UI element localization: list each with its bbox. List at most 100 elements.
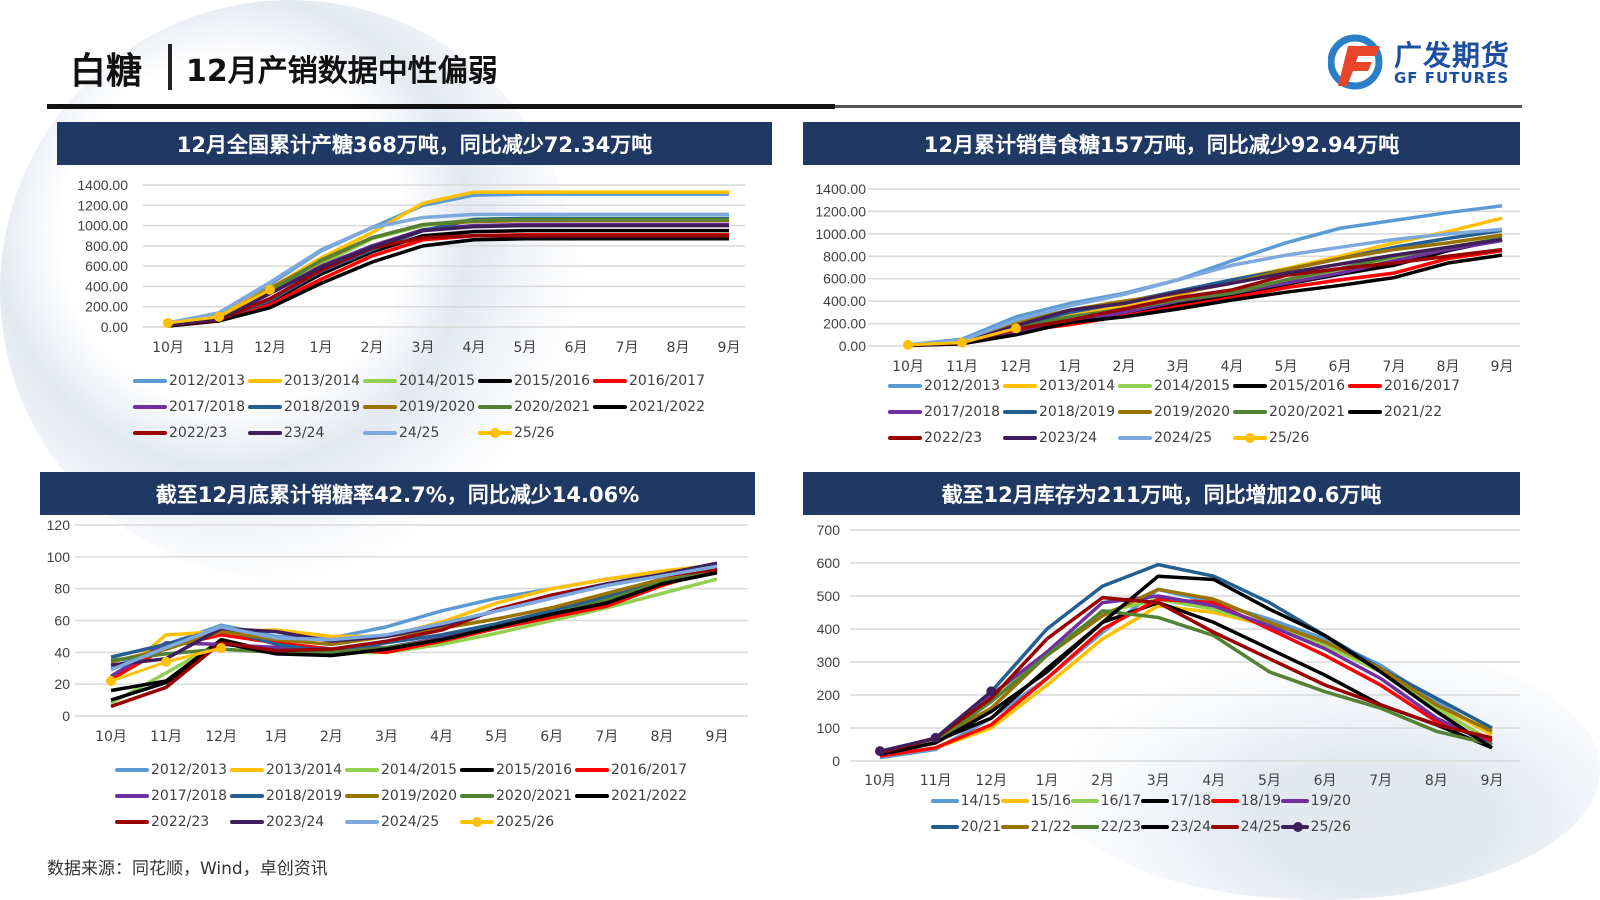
legend-swatch [593, 405, 627, 409]
x-tick-label: 6月 [1314, 773, 1337, 789]
legend-label: 20/21 [960, 819, 1001, 835]
legend-item: 21/22 [1001, 817, 1071, 837]
x-tick-label: 12月 [975, 773, 1007, 789]
x-tick-label: 8月 [1425, 773, 1448, 789]
legend-label: 2018/2019 [266, 788, 342, 804]
y-tick-label: 200.00 [85, 299, 128, 315]
x-tick-label: 10月 [892, 359, 924, 375]
legend-swatch [888, 436, 922, 440]
legend-label: 2012/2013 [151, 762, 227, 778]
x-tick-label: 8月 [650, 729, 673, 745]
data-point-marker [163, 317, 173, 328]
y-tick-label: 400.00 [823, 293, 866, 309]
legend-label: 2025/26 [496, 814, 555, 830]
x-tick-label: 10月 [152, 340, 184, 356]
legend-label: 2022/23 [151, 814, 210, 830]
legend-item: 2017/2018 [133, 397, 248, 417]
legend-item: 2022/23 [133, 423, 248, 443]
legend-swatch [115, 768, 149, 772]
legend-swatch [1003, 410, 1037, 414]
legend-label: 2022/23 [924, 430, 983, 446]
y-tick-label: 700 [817, 522, 841, 538]
legend-marker-icon [490, 428, 500, 438]
series-line-2016-2017 [110, 567, 718, 681]
legend-swatch [1348, 410, 1382, 414]
legend-item: 2012/2013 [115, 760, 230, 780]
x-tick-label: 11月 [203, 340, 235, 356]
legend-marker-icon [472, 817, 482, 827]
legend-label: 2017/2018 [169, 399, 245, 415]
legend-marker-icon [1293, 822, 1303, 832]
x-tick-label: 7月 [616, 340, 639, 356]
legend-label: 2017/2018 [924, 404, 1000, 420]
legend-label: 2020/2021 [514, 399, 590, 415]
legend-label: 15/16 [1030, 793, 1071, 809]
series-line-21-22 [879, 587, 1493, 757]
legend-item: 2019/2020 [363, 397, 478, 417]
x-tick-label: 2月 [1113, 359, 1136, 375]
legend-item: 2013/2014 [1003, 376, 1118, 396]
x-tick-label: 4月 [1202, 773, 1225, 789]
y-tick-label: 500 [817, 588, 841, 604]
x-tick-label: 4月 [463, 340, 486, 356]
legend-marker-icon [1245, 433, 1255, 443]
legend-label: 2015/2016 [1269, 378, 1345, 394]
legend-swatch [593, 379, 627, 383]
y-tick-label: 0.00 [101, 319, 128, 335]
x-tick-label: 12月 [254, 340, 286, 356]
series-line-24-25 [167, 212, 729, 325]
legend-swatch [460, 768, 494, 772]
chart-1-legend: 2012/2013 2013/2014 2014/2015 2015/2016 2016… [133, 371, 708, 443]
x-tick-label: 9月 [706, 729, 729, 745]
legend-label: 23/24 [1170, 819, 1211, 835]
y-tick-label: 80 [54, 581, 70, 597]
legend-swatch [1071, 799, 1099, 803]
legend-swatch [1233, 433, 1267, 443]
legend-label: 25/26 [514, 425, 555, 441]
x-tick-label: 11月 [920, 773, 952, 789]
legend-swatch [133, 379, 167, 383]
x-tick-label: 5月 [1258, 773, 1281, 789]
legend-swatch [230, 794, 264, 798]
x-tick-label: 3月 [375, 729, 398, 745]
legend-swatch [1001, 825, 1029, 829]
legend-swatch [345, 794, 379, 798]
legend-label: 2013/2014 [266, 762, 342, 778]
chart-1-title: 12月全国累计产糖368万吨，同比减少72.34万吨 [57, 122, 772, 165]
legend-item: 2020/2021 [1233, 402, 1348, 422]
legend-swatch [1118, 384, 1152, 388]
data-point-marker [903, 339, 913, 350]
header-rule-thin [835, 105, 1522, 108]
y-tick-label: 1200.00 [815, 203, 866, 219]
legend-swatch [1071, 825, 1099, 829]
y-tick-label: 300 [817, 654, 841, 670]
chart-2-legend: 2012/2013 2013/2014 2014/2015 2015/2016 2016… [888, 376, 1463, 448]
legend-item: 2020/2021 [478, 397, 593, 417]
y-tick-label: 1000.00 [815, 226, 866, 242]
legend-label: 2012/2013 [924, 378, 1000, 394]
legend-item: 2016/2017 [1348, 376, 1463, 396]
y-tick-label: 600.00 [823, 271, 866, 287]
y-tick-label: 0 [832, 753, 840, 769]
legend-swatch [248, 405, 282, 409]
series-line-2024-25 [110, 564, 718, 672]
legend-swatch [248, 431, 282, 435]
legend-label: 2019/2020 [1154, 404, 1230, 420]
legend-swatch [478, 379, 512, 383]
legend-swatch [115, 794, 149, 798]
series-line-23-24 [879, 574, 1493, 757]
data-point-marker [161, 656, 172, 667]
legend-item: 2015/2016 [460, 760, 575, 780]
legend-label: 2014/2015 [381, 762, 457, 778]
series-line-23-24 [167, 223, 729, 327]
legend-label: 2016/2017 [1384, 378, 1460, 394]
x-tick-label: 3月 [1147, 773, 1170, 789]
x-tick-label: 9月 [718, 340, 741, 356]
y-tick-label: 400.00 [85, 278, 128, 294]
legend-label: 2012/2013 [169, 373, 245, 389]
legend-swatch [478, 428, 512, 438]
title-divider [168, 44, 172, 90]
legend-swatch [575, 794, 609, 798]
legend-label: 25/26 [1310, 819, 1351, 835]
chart-4-legend: 14/15 15/16 16/17 17/18 18/19 19/20 20/21 21/22… [931, 791, 1351, 837]
